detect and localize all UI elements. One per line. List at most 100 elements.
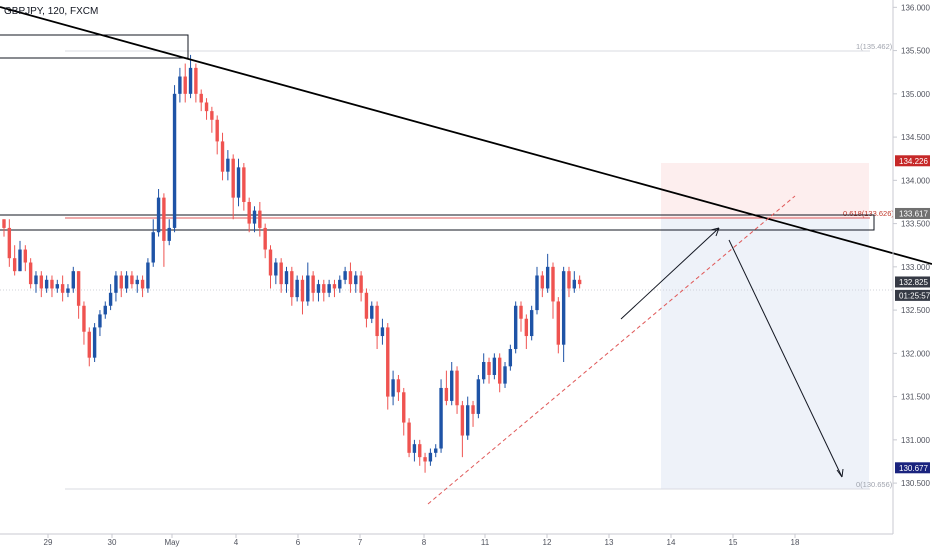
candle-body	[50, 279, 54, 289]
candle-body	[114, 275, 118, 293]
price-tick-label: 132.000	[901, 349, 930, 358]
fib-level-0618-label: 0.618(133.626)	[843, 209, 894, 218]
candle-body	[119, 275, 123, 289]
candle-body	[450, 370, 454, 401]
candle-body	[98, 314, 102, 328]
price-tick-label: 131.500	[901, 393, 930, 402]
price-tick-label: 132.500	[901, 306, 930, 315]
time-tick-label: 30	[108, 538, 117, 547]
candle-body	[327, 284, 331, 293]
candle-body	[428, 452, 433, 462]
time-tick-label: 4	[234, 538, 239, 547]
candle-body	[156, 197, 161, 233]
candle-body	[210, 111, 214, 120]
candle-body	[258, 210, 262, 228]
candle-body	[236, 167, 241, 198]
candle-body	[140, 279, 145, 289]
time-tick-label: 8	[422, 538, 427, 547]
candle-body	[535, 275, 539, 311]
projection-down-arrow	[728, 239, 843, 478]
candle-body	[274, 262, 278, 276]
price-tick-label: 134.000	[901, 176, 930, 185]
candle-body	[290, 271, 294, 298]
candle-body	[12, 258, 17, 272]
candle-body	[567, 271, 571, 289]
candle-body	[247, 201, 251, 224]
candle-body	[370, 305, 374, 319]
price-axis[interactable]: 130.500 131.000 131.500 132.000 132.500 133.0…	[893, 3, 930, 488]
candle-body	[444, 387, 449, 401]
price-tag-box	[895, 155, 930, 167]
candle-body	[338, 279, 342, 289]
candle-body	[482, 361, 486, 380]
candle-body	[545, 266, 550, 289]
candle-body	[577, 279, 582, 285]
candle-body	[306, 275, 310, 302]
candle-body	[354, 275, 358, 285]
candle-body	[434, 448, 438, 453]
time-tick-label: 7	[358, 538, 363, 547]
candle-body	[39, 275, 44, 289]
candle-body	[375, 305, 379, 337]
price-tag-label: 01:25:57	[899, 291, 931, 300]
top-supply-rectangle[interactable]	[0, 34, 189, 59]
dashed-support-line[interactable]	[427, 195, 796, 505]
candle-body	[103, 305, 107, 315]
candle-body	[87, 331, 91, 358]
candle-body	[513, 305, 518, 350]
candle-body	[540, 275, 545, 289]
price-tag-label: 132.825	[899, 278, 928, 287]
time-tick-label: 29	[44, 538, 53, 547]
candle-body	[529, 310, 534, 337]
price-tag-box	[895, 207, 930, 219]
resistance-rectangle[interactable]	[0, 214, 875, 231]
candle-body	[386, 327, 390, 397]
candle-body	[284, 271, 289, 285]
candle-body	[7, 227, 12, 259]
time-tick-label: 15	[729, 538, 738, 547]
price-tag-box	[895, 289, 930, 301]
candle-body	[28, 262, 33, 285]
candle-body	[34, 275, 38, 285]
candle-body	[108, 292, 113, 306]
candle-body	[391, 379, 395, 397]
candle-body	[231, 158, 235, 198]
candle-body	[44, 279, 49, 289]
price-tick-label: 133.500	[901, 220, 930, 229]
candle-body	[167, 227, 171, 241]
price-tick-label: 135.000	[901, 90, 930, 99]
time-axis[interactable]: 29 30 May 4 6 7 8 11 12 13 14 15 18	[44, 534, 800, 547]
time-tick-label: 13	[605, 538, 614, 547]
target-zone	[661, 218, 869, 489]
price-tags: 134.226 133.617 132.825 01:25:57 130.677	[895, 155, 931, 474]
symbol-label: GBPJPY, 120, FXCM	[4, 6, 98, 17]
candle-body	[551, 266, 555, 302]
candle-body	[242, 167, 246, 202]
descending-trendline[interactable]	[0, 6, 932, 265]
projection-down-arrowhead	[836, 468, 844, 478]
candle-body	[572, 279, 577, 289]
candle-body	[263, 227, 267, 250]
time-tick-label: 18	[791, 538, 800, 547]
candle-body	[407, 422, 411, 453]
candle-body	[418, 444, 422, 458]
price-tick-label: 134.500	[901, 133, 930, 142]
candle-body	[402, 392, 406, 423]
candle-body	[343, 271, 347, 280]
candle-body	[460, 405, 465, 436]
sell-zone	[661, 163, 869, 218]
candle-body	[66, 288, 70, 293]
candle-body	[130, 275, 134, 285]
candle-body	[146, 262, 150, 289]
candle-body	[503, 366, 507, 384]
fib-level-0-label: 0(130.656)	[856, 480, 893, 489]
candle-body	[455, 370, 459, 406]
time-tick-label: May	[164, 538, 179, 547]
candlestick-series	[2, 54, 582, 473]
candle-body	[194, 67, 198, 94]
candle-body	[178, 76, 182, 94]
candle-body	[82, 305, 86, 332]
candle-body	[162, 197, 166, 241]
price-tick-label: 135.500	[901, 47, 930, 56]
